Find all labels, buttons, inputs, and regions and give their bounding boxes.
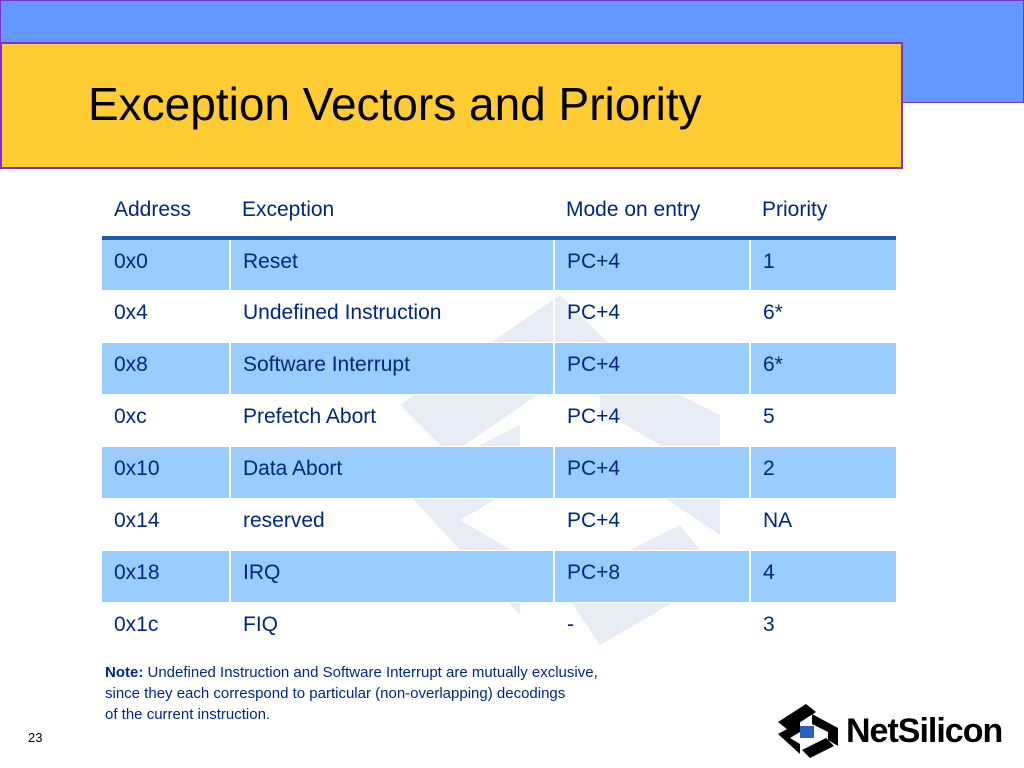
table-row: 0x8 Software Interrupt PC+4 6* [102,341,896,394]
cell-address: 0x0 [102,237,230,290]
cell-address: 0x4 [102,289,230,342]
title-bar [0,42,903,169]
cell-address: 0x10 [102,445,230,498]
cell-exception: Reset [229,237,554,290]
cell-mode: - [553,601,750,654]
cell-exception: Software Interrupt [229,341,554,394]
cell-mode: PC+4 [553,497,750,550]
table-row: 0x18 IRQ PC+8 4 [102,549,896,602]
header-priority: Priority [750,183,896,240]
cell-priority: 6* [749,341,896,394]
cell-priority: 6* [749,289,896,342]
header-mode: Mode on entry [554,183,750,240]
cell-priority: 5 [749,393,896,446]
cell-priority: 2 [749,445,896,498]
page-number: 23 [28,730,43,745]
table-row: 0x4 Undefined Instruction PC+4 6* [102,289,896,342]
cell-mode: PC+4 [553,289,750,342]
table-row: 0x0 Reset PC+4 1 [102,237,896,290]
footnote-line-3: of the current instruction. [105,706,271,723]
table-header-row: Address Exception Mode on entry Priority [102,183,896,240]
cell-exception: reserved [229,497,554,550]
cell-exception: Prefetch Abort [229,393,554,446]
cell-mode: PC+4 [553,445,750,498]
table-row: 0x1c FIQ - 3 [102,601,896,654]
table-row: 0x10 Data Abort PC+4 2 [102,445,896,498]
header-exception: Exception [230,183,554,240]
header-address: Address [102,183,230,240]
cell-address: 0xc [102,393,230,446]
cell-priority: NA [749,497,896,550]
cell-mode: PC+4 [553,341,750,394]
cell-mode: PC+8 [553,549,750,602]
cell-exception: FIQ [229,601,554,654]
cell-mode: PC+4 [553,393,750,446]
footnote-line-2: since they each correspond to particular… [105,685,566,702]
netsilicon-logo-icon [778,704,838,758]
table-row: 0xc Prefetch Abort PC+4 5 [102,393,896,446]
cell-priority: 3 [749,601,896,654]
cell-exception: Undefined Instruction [229,289,554,342]
slide-title: Exception Vectors and Priority [88,78,702,130]
cell-priority: 1 [749,237,896,290]
cell-address: 0x18 [102,549,230,602]
cell-address: 0x1c [102,601,230,654]
exception-table: Address Exception Mode on entry Priority… [102,183,896,654]
note-label: Note: [105,664,144,681]
cell-mode: PC+4 [553,237,750,290]
note-text-1: Undefined Instruction and Software Inter… [143,664,598,681]
company-logo: NetSilicon [772,700,1022,760]
table-row: 0x14 reserved PC+4 NA [102,497,896,550]
footnote: Note: Undefined Instruction and Software… [105,662,598,725]
cell-address: 0x8 [102,341,230,394]
cell-exception: Data Abort [229,445,554,498]
logo-wordmark: NetSilicon [846,712,1003,750]
cell-priority: 4 [749,549,896,602]
cell-address: 0x14 [102,497,230,550]
footnote-line-1: Note: Undefined Instruction and Software… [105,662,598,683]
cell-exception: IRQ [229,549,554,602]
